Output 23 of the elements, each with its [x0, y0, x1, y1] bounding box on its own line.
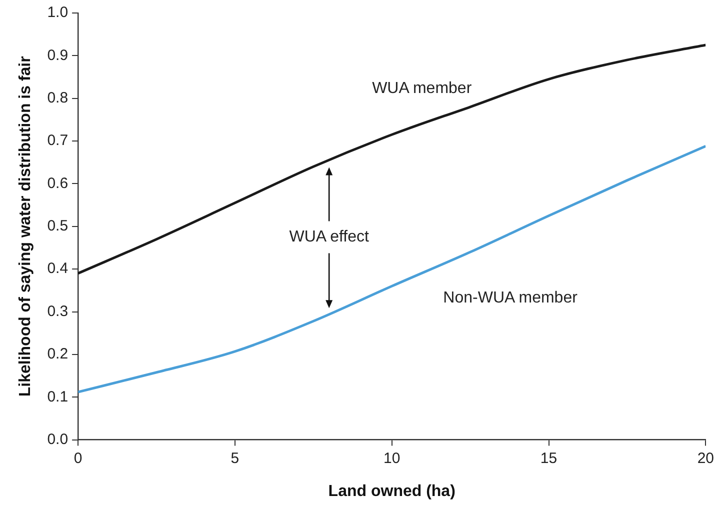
- series-label: Non-WUA member: [443, 289, 578, 306]
- x-tick-label: 20: [697, 450, 714, 467]
- y-tick-label: 0.8: [47, 90, 68, 106]
- y-tick-label: 1.0: [47, 4, 68, 22]
- y-tick-label: 0.5: [47, 218, 68, 235]
- x-tick-label: 15: [540, 450, 558, 467]
- x-tick-label: 5: [230, 450, 240, 467]
- y-tick-label: 0.6: [47, 174, 68, 192]
- y-tick-label: 0.7: [47, 132, 68, 150]
- x-tick-label: 10: [384, 450, 400, 467]
- series-label: WUA member: [372, 80, 472, 98]
- y-tick-label: 0.9: [47, 46, 68, 64]
- y-axis-title: Likelihood of saying water distribution is fair: [17, 56, 34, 397]
- y-tick-label: 0.1: [47, 388, 68, 406]
- x-axis-title: Land owned (ha): [328, 482, 456, 500]
- annotation: WUA effect: [289, 228, 370, 246]
- y-tick-label: 0.4: [47, 260, 68, 278]
- line-series: [78, 144, 706, 394]
- y-tick-label: 0.3: [47, 302, 68, 320]
- y-tick-label: 0.0: [47, 430, 68, 448]
- y-tick-label: 0.2: [47, 346, 68, 363]
- x-tick-label: 0: [74, 450, 82, 467]
- line-series: [78, 44, 706, 275]
